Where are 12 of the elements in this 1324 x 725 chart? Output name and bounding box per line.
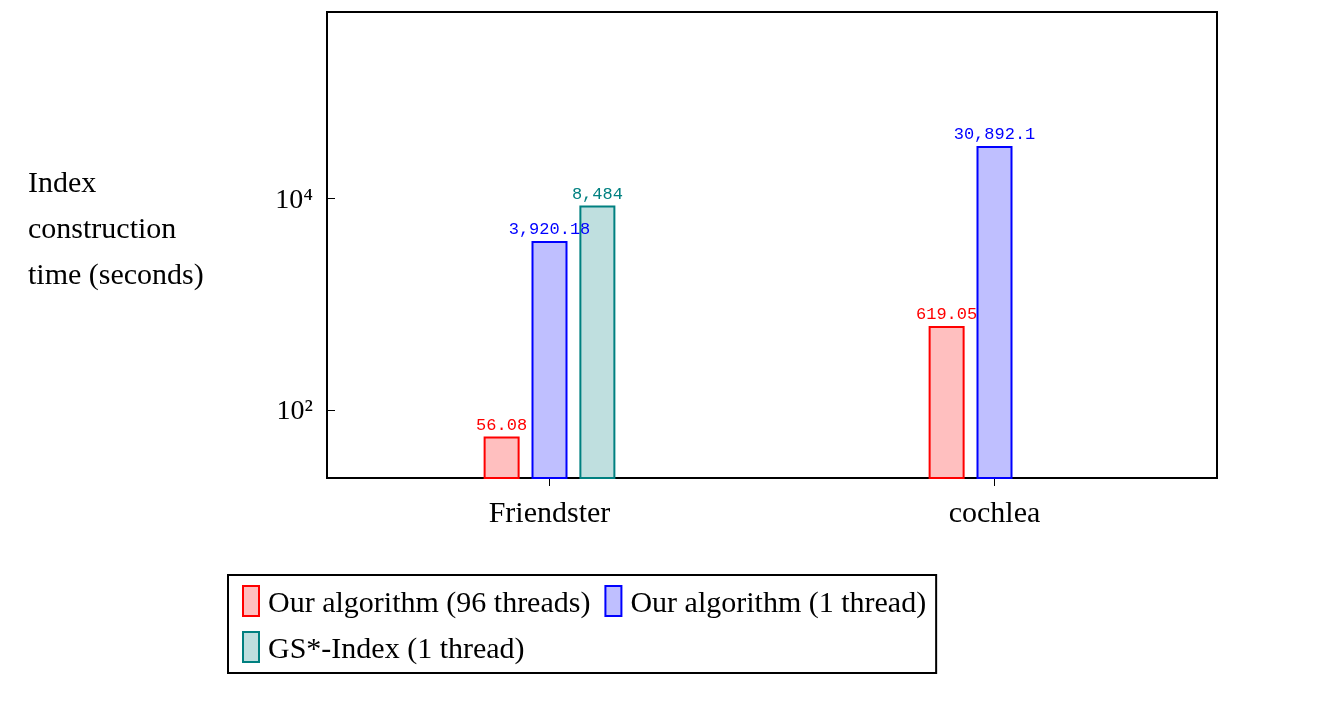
y-tick-label: 10² [276, 394, 313, 426]
data-label: 8,484 [571, 184, 623, 204]
data-label: 30,892.1 [953, 125, 1036, 145]
data-label: 56.08 [476, 415, 528, 435]
legend-label: Our algorithm (96 threads) [268, 584, 591, 619]
x-tick-label: cochlea [948, 494, 1041, 528]
x-tick-label: Friendster [488, 494, 611, 528]
y-tick-label: 10⁴ [275, 182, 313, 214]
y-axis-title: Index construction time (seconds) [28, 164, 204, 291]
data-label: 619.05 [916, 305, 978, 325]
legend-label: Our algorithm (1 thread) [630, 584, 927, 619]
legend-label: GS*-Index (1 thread) [268, 630, 525, 665]
